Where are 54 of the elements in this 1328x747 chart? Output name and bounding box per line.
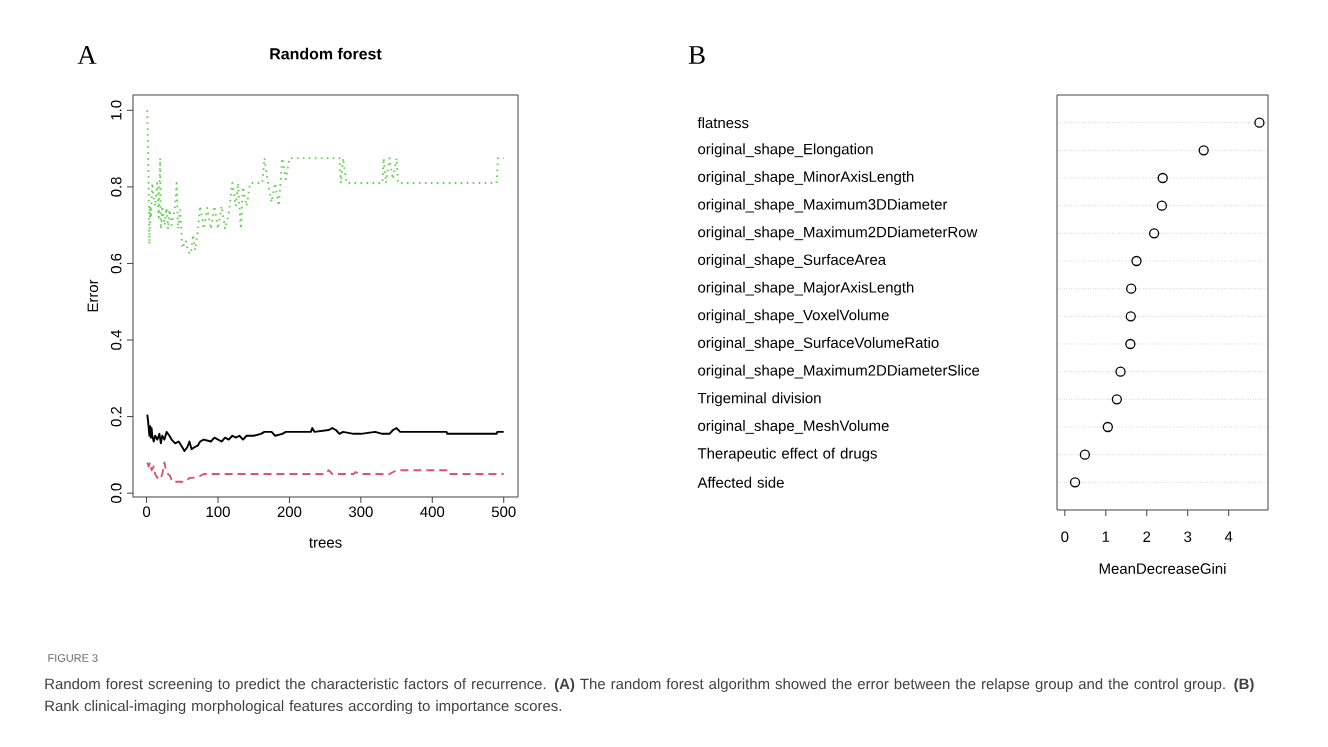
y-tick-label: 1.0: [110, 100, 122, 120]
x-tick-label: 200: [277, 506, 302, 518]
x-axis-title: trees: [309, 537, 342, 548]
y-tick-label: original_shape_Maximum3DDiameter: [698, 198, 948, 213]
y-tick-label: flatness: [697, 117, 749, 129]
y-tick-label: 0.2: [110, 406, 122, 427]
y-tick-label: 0.4: [110, 330, 122, 350]
y-tick-label: Trigeminal division: [697, 392, 821, 407]
point: [1148, 228, 1160, 239]
point: [1069, 477, 1081, 488]
point: [1125, 338, 1136, 350]
text: Random forest screening to predict the characteristic factors of recurrence. (A) The random forest algorithm showed the error between the relapse group and the control group. (B) Rank clinical-imaging morphological features according to importance scores.: [45, 678, 1254, 715]
point: [1079, 449, 1091, 460]
point: [1111, 394, 1122, 405]
y-tick-label: 0.6: [110, 253, 122, 274]
y-tick-label: original_shape_Elongation: [698, 143, 873, 158]
point: [1157, 172, 1168, 184]
x-tick-label: 4: [1224, 531, 1233, 542]
point: [1115, 366, 1126, 377]
point: [1131, 255, 1142, 267]
x-tick-label: 500: [491, 506, 516, 518]
y-axis-title: Error: [87, 279, 99, 312]
text: B: [688, 46, 705, 64]
y-tick-label: Affected side: [697, 476, 784, 488]
point: [1198, 145, 1209, 156]
point: [1156, 200, 1168, 211]
point: [1125, 311, 1136, 322]
y-tick-label: 0.8: [110, 177, 122, 197]
y-tick-label: original_shape_Maximum2DDiameterRow: [698, 226, 978, 241]
x-tick-label: 400: [420, 506, 445, 518]
y-tick-label: original_shape_Maximum2DDiameterSlice: [698, 364, 980, 379]
y-tick-label: Therapeutic effect of drugs: [697, 447, 877, 462]
x-tick-label: 1: [1102, 531, 1110, 542]
x-tick-label: 3: [1184, 531, 1192, 543]
x-axis-title: MeanDecreaseGini: [1099, 562, 1226, 574]
x-tick-label: 100: [206, 506, 230, 518]
y-tick-label: original_shape_VoxelVolume: [698, 309, 889, 324]
x-tick-label: 2: [1143, 531, 1151, 542]
line-series: [146, 413, 505, 452]
text: A: [77, 46, 97, 64]
point: [1254, 117, 1265, 128]
y-tick-label: original_shape_SurfaceVolumeRatio: [698, 337, 939, 351]
x-tick-label: 0: [143, 506, 151, 518]
x-tick-label: 300: [348, 506, 373, 518]
y-tick-label: original_shape_MeshVolume: [698, 420, 889, 434]
caption: FIGURE 3: [48, 654, 98, 662]
point: [1126, 283, 1137, 294]
point: [1102, 421, 1113, 433]
chart-title: Random forest: [270, 47, 382, 60]
y-tick-label: original_shape_SurfaceArea: [698, 254, 887, 268]
y-tick-label: original_shape_MinorAxisLength: [698, 171, 914, 185]
y-tick-label: original_shape_MajorAxisLength: [698, 281, 914, 296]
y-tick-label: 0.0: [110, 483, 122, 503]
x-tick-label: 0: [1061, 531, 1069, 543]
